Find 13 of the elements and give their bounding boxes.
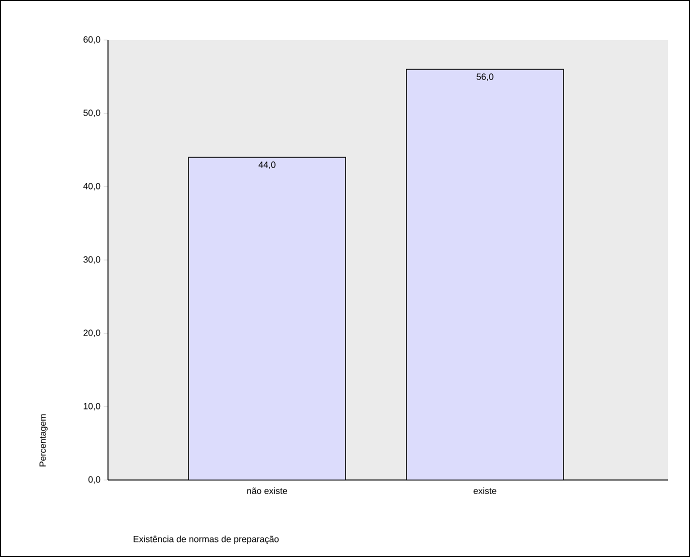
y-tick-label: 60,0 (84, 36, 100, 44)
y-tick-label: 40,0 (83, 182, 100, 190)
y-tick-label: 50,0 (83, 110, 100, 118)
y-tick-label: 0,0 (88, 476, 100, 484)
y-tick-label: 10,0 (84, 402, 100, 410)
y-axis-title: Percentagem (40, 414, 48, 466)
y-tick-label: 20,0 (84, 330, 100, 338)
x-axis-title: Existência de normas de preparação (134, 536, 279, 544)
y-tick-label: 30,0 (83, 256, 100, 264)
data-label: 56,0 (476, 74, 494, 81)
x-tick-label: não existe (247, 487, 288, 494)
data-label: 44,0 (258, 162, 276, 169)
x-tick-label: existe (474, 487, 496, 494)
